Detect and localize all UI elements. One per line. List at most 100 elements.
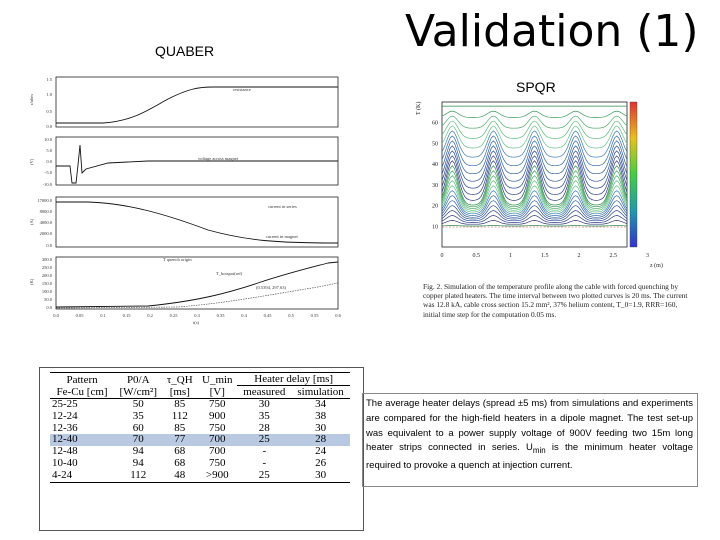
col-pattern-unit: Fe-Cu [cm] [50, 385, 115, 399]
table-cell: 24 [315, 445, 327, 458]
table-cell: 48 [162, 469, 198, 483]
figure-caption: Fig. 2. Simulation of the temperature pr… [423, 282, 688, 319]
summary-paragraph: The average heater delays (spread ±5 ms)… [362, 393, 698, 487]
table-cell: 10-40 [52, 456, 78, 469]
p4-ylabel: (K) [29, 278, 34, 285]
table-cell: 750 [209, 456, 226, 469]
table-row: 10-40 94 68 750 - 26 [50, 456, 350, 470]
slide-title: Validation (1) [405, 6, 699, 57]
table-cell: >900 [197, 469, 238, 483]
spqr-ytick: 20 [432, 204, 438, 210]
spqr-profile-curve [441, 200, 628, 218]
table-cell: 30 [315, 421, 327, 434]
quaber-label: QUABER [155, 43, 215, 59]
quaber-xlabel: t(s) [193, 320, 200, 325]
spqr-profile-curve [441, 190, 628, 215]
quaber-xtick: 0.6 [335, 313, 341, 318]
p1-ytick-2: 0.5 [46, 109, 52, 114]
p4-legend-1: T_hotspot(ref) [216, 271, 243, 276]
table-cell: 94 [132, 456, 144, 469]
table-cell: 12-40 [50, 434, 115, 447]
p4-ytick-6: 0.0 [46, 305, 52, 310]
spqr-ytick: 50 [432, 141, 438, 147]
quaber-xtick: 0.4 [241, 313, 247, 318]
table-row: 4-24 112 48 >900 25 30 [50, 469, 350, 483]
quaber-xtick: 0.45 [264, 313, 273, 318]
p1-legend: resistance [233, 87, 251, 92]
spqr-profile-curve [441, 195, 628, 216]
spqr-profile-curve [441, 120, 628, 139]
spqr-plot: T (K) 60 50 40 30 20 10 0 0.5 1 1.5 2 2.5 3 z (m) [415, 101, 663, 269]
col-tau-unit: [ms] [162, 385, 198, 399]
table-cell: 112 [114, 469, 163, 483]
col-umin-unit: [V] [197, 385, 238, 399]
spqr-profile-curve [441, 150, 628, 189]
p3-ytick-0: 17000.0 [37, 198, 52, 203]
table-cell: 35 [132, 409, 144, 422]
table-cell: 34 [315, 398, 327, 410]
current-curve [56, 201, 339, 244]
table-cell: 26 [315, 456, 327, 469]
table-cell: 77 [162, 434, 198, 447]
spqr-xtick: 0 [441, 253, 444, 259]
temperature-curve-2 [55, 282, 339, 309]
quaber-panel-current [55, 196, 339, 248]
p1-ylabel: r/ohm [29, 94, 34, 105]
table-row: 12-36 60 85 750 28 30 [50, 421, 350, 435]
spqr-profile-curve [441, 175, 628, 209]
quaber-xtick: 0.05 [76, 313, 85, 318]
spqr-xtick: 2 [578, 253, 581, 259]
resistance-curve [56, 86, 338, 124]
table-cell: 750 [209, 421, 226, 434]
p2-ytick-0: 10.0 [44, 137, 53, 142]
spqr-profile-curve [441, 130, 628, 158]
table-cell: 30 [291, 469, 350, 483]
p3-legend-1: current in magnet [266, 234, 298, 239]
col-tau-header: τ_QH [162, 372, 198, 386]
p1-ytick-3: 0.0 [46, 124, 52, 129]
spqr-xtick: 3 [646, 253, 649, 259]
table-row: 25-25 50 85 750 30 34 [50, 398, 350, 411]
table-cell: 700 [197, 434, 238, 447]
p2-ytick-1: 5.0 [46, 148, 52, 153]
p4-annotation: (0.5394, 297.63) [256, 285, 286, 291]
p4-ytick-1: 250.0 [42, 265, 53, 270]
quaber-xtick: 0.2 [147, 313, 153, 318]
table-row: 12-40 70 77 700 25 28 [50, 434, 350, 447]
table-cell: 25-25 [52, 398, 78, 410]
table-cell: 28 [258, 421, 270, 434]
spqr-profile-curve [441, 215, 628, 223]
spqr-profile-curve [441, 115, 628, 129]
quaber-panel-temperature [55, 256, 339, 310]
spqr-ylabel: T (K) [415, 102, 422, 115]
table-cell: 50 [132, 398, 144, 410]
spqr-profile-curve [441, 110, 628, 118]
spqr-profile-curve [441, 220, 628, 225]
table-cell: 900 [209, 409, 226, 422]
spqr-ytick: 10 [432, 224, 438, 230]
table-cell: 12-24 [52, 409, 78, 422]
quaber-xtick: 0.15 [123, 313, 132, 318]
table-cell: 28 [291, 434, 350, 447]
table-cell: 60 [132, 421, 144, 434]
spqr-xtick: 1.5 [541, 253, 549, 259]
p3-ytick-2: 4000.0 [40, 220, 53, 225]
table-cell: 750 [209, 398, 226, 410]
table-cell: 700 [209, 445, 226, 458]
p3-ylabel: (A) [29, 218, 34, 225]
spqr-curves [441, 105, 628, 227]
paragraph-text-2: is the minimum heater voltage required t… [366, 442, 693, 472]
p4-ytick-4: 100.0 [42, 289, 53, 294]
quaber-panel-resistance [55, 76, 339, 128]
spqr-profile-curve [441, 145, 628, 182]
spqr-xlabel: z (m) [650, 262, 663, 269]
quaber-xtick: 0.5 [288, 313, 294, 318]
temperature-curve [55, 261, 339, 308]
p4-ytick-0: 300.0 [42, 257, 53, 262]
p2-ytick-3: -5.0 [45, 170, 53, 175]
paragraph-text-1: The average heater delays (spread ±5 ms)… [366, 398, 693, 454]
p1-ytick-0: 1.5 [46, 77, 52, 82]
spqr-profile-curve [441, 185, 628, 213]
spqr-profile-curve [441, 160, 628, 201]
p3-ytick-3: 2000.0 [40, 231, 53, 236]
